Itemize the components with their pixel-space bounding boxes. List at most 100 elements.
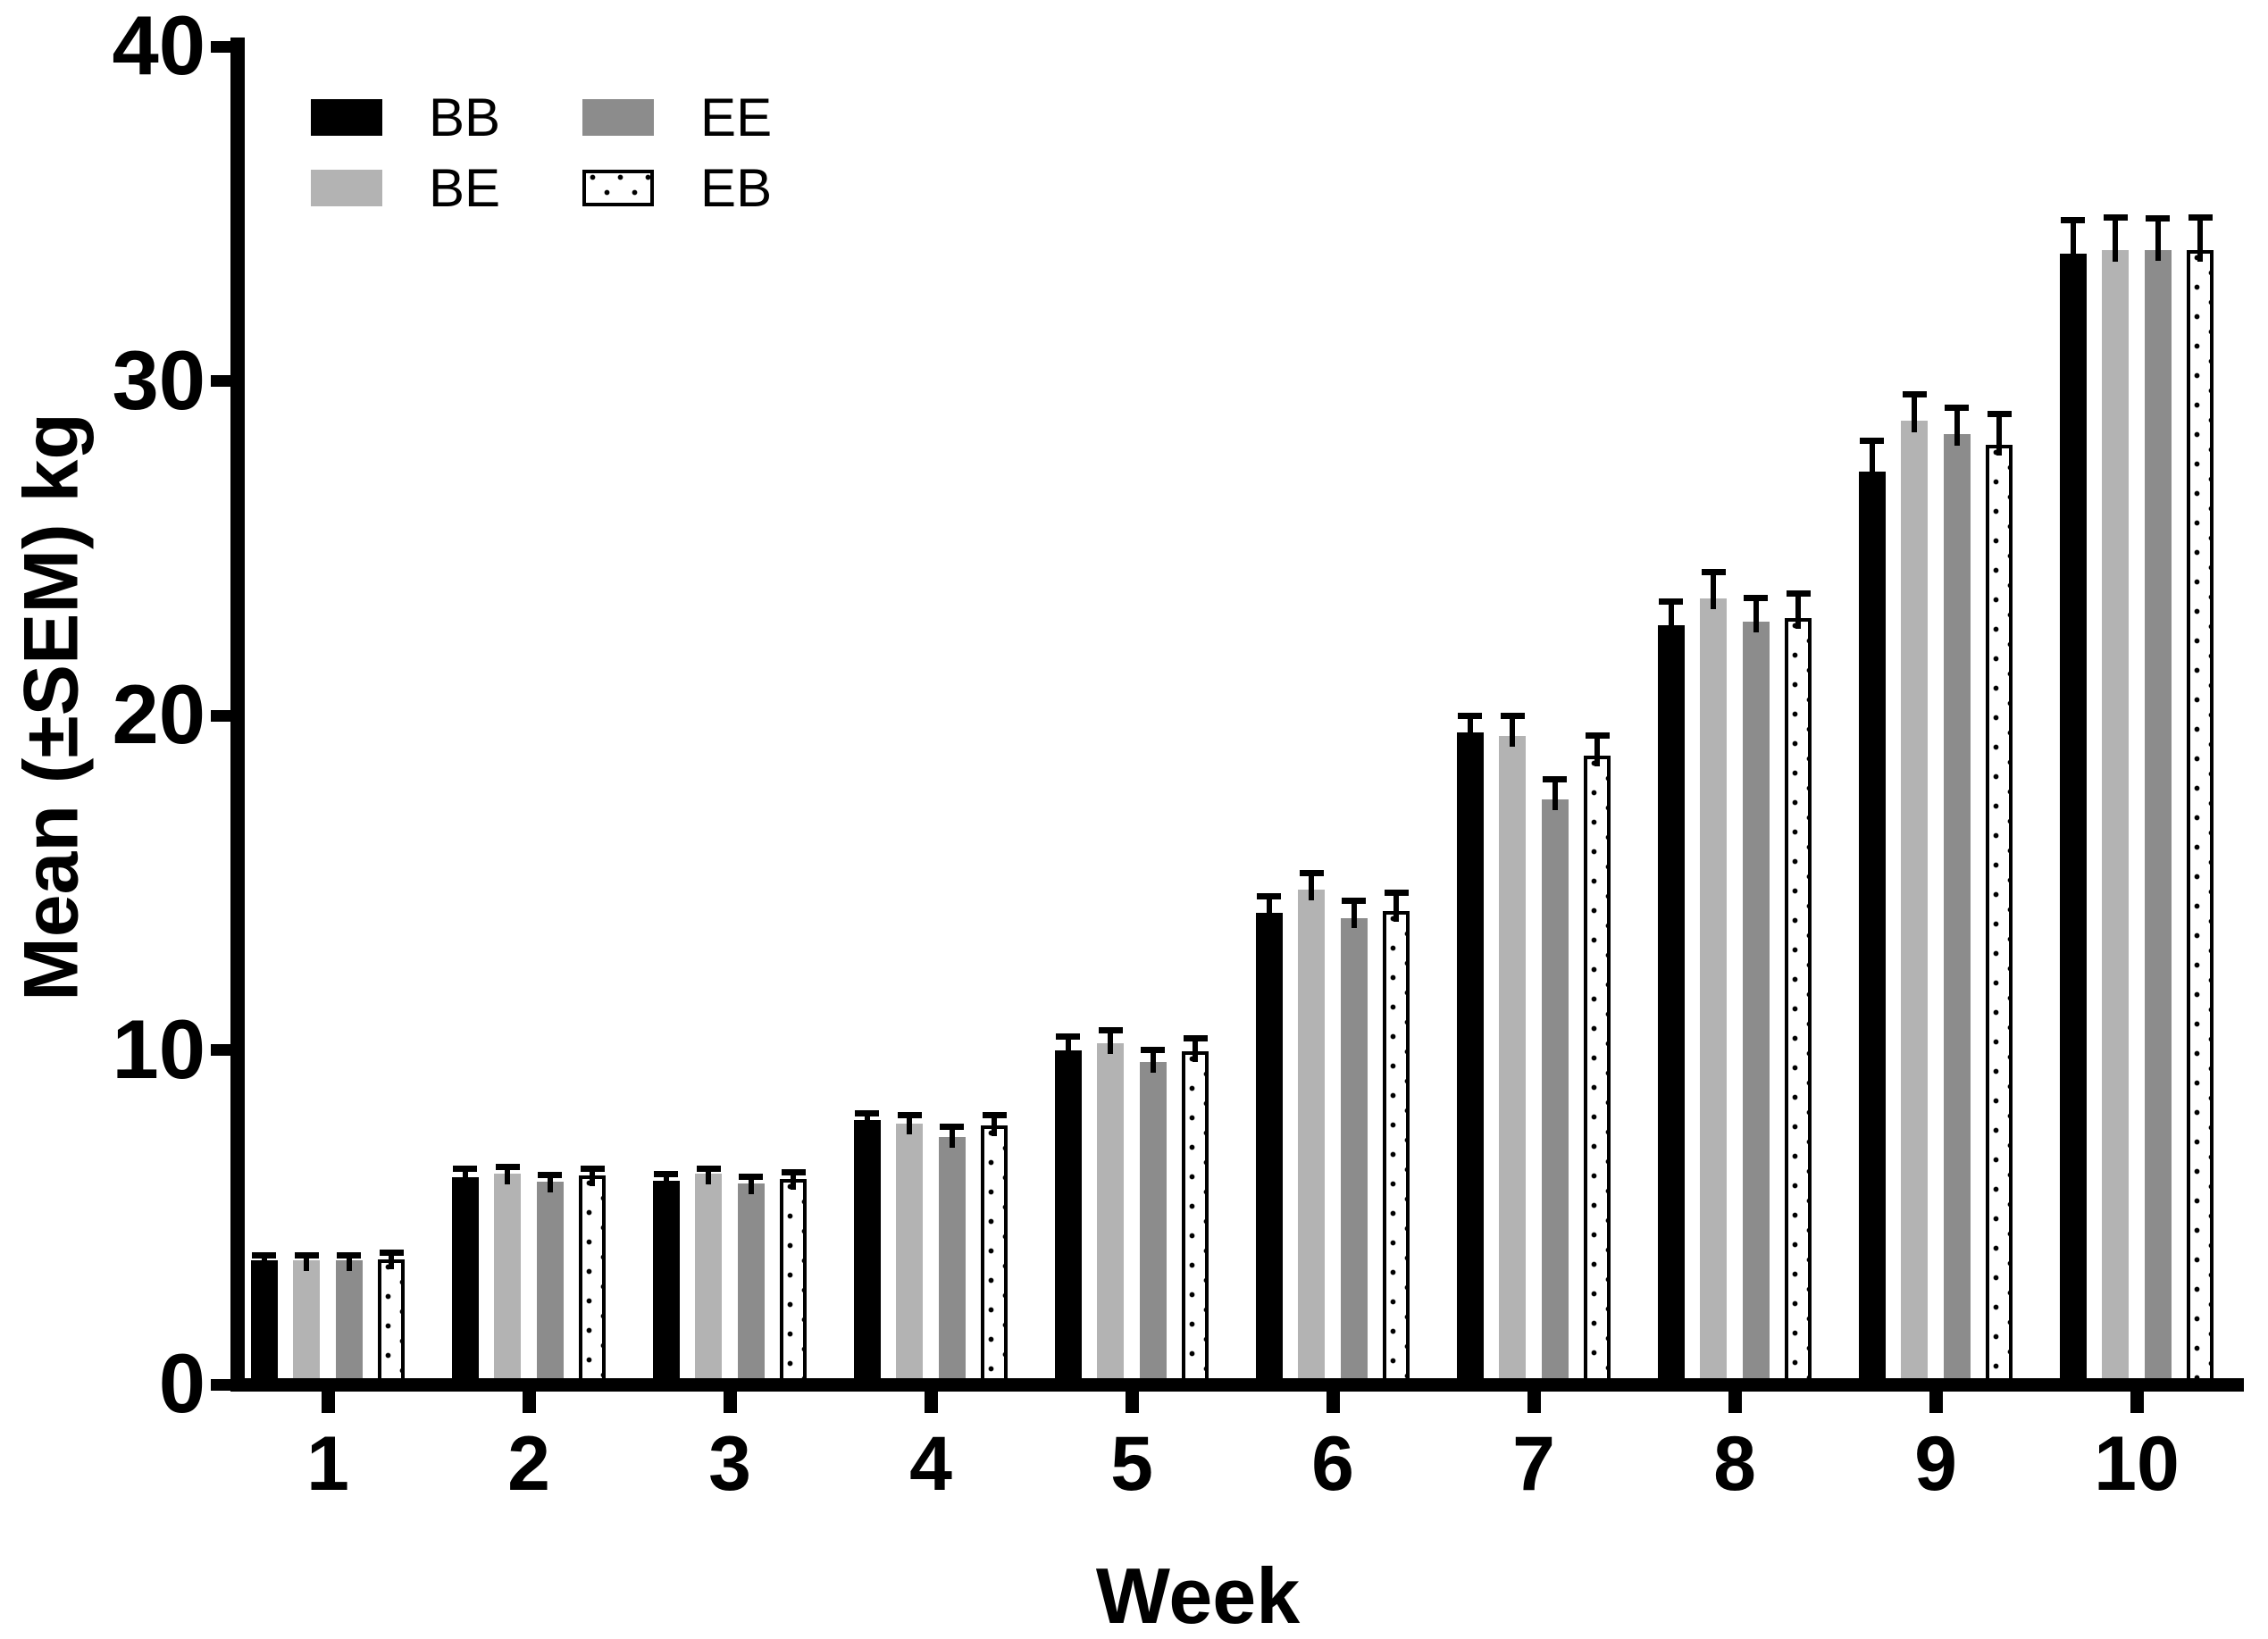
errorbar-cap-EE-week-5 [1141, 1047, 1166, 1053]
bar-EB-week-5 [1182, 1051, 1209, 1387]
bar-BE-week-8 [1700, 598, 1728, 1387]
y-tick-mark-30 [211, 375, 230, 387]
errorbar-line-EB-week-10 [2197, 217, 2204, 262]
legend-swatch-EE [582, 99, 655, 136]
legend-swatch-BE [311, 170, 382, 206]
errorbar-line-BB-week-4 [864, 1113, 870, 1132]
bar-EE-week-8 [1742, 622, 1770, 1387]
bar-EE-week-7 [1541, 799, 1569, 1387]
y-tick-label-10: 10 [112, 1001, 205, 1096]
bar-EE-week-10 [2144, 250, 2172, 1387]
errorbar-cap-EE-week-3 [739, 1174, 764, 1181]
errorbar-line-EB-week-2 [590, 1168, 596, 1186]
errorbar-cap-BB-week-9 [1860, 438, 1885, 445]
bar-BE-week-2 [494, 1174, 522, 1387]
errorbar-cap-BE-week-2 [495, 1164, 520, 1171]
errorbar-line-BE-week-7 [1510, 715, 1516, 747]
y-tick-mark-0 [211, 1378, 230, 1391]
errorbar-line-EE-week-7 [1552, 779, 1558, 810]
errorbar-cap-EB-week-5 [1183, 1034, 1208, 1041]
errorbar-line-BE-week-4 [907, 1115, 913, 1134]
errorbar-cap-EE-week-1 [337, 1252, 362, 1259]
errorbar-cap-BB-week-8 [1659, 598, 1684, 606]
bar-EE-week-4 [938, 1136, 966, 1387]
y-tick-mark-40 [211, 40, 230, 53]
x-tick-mark-3 [723, 1392, 737, 1413]
errorbar-line-BB-week-8 [1668, 601, 1674, 636]
y-tick-label-30: 30 [112, 332, 205, 427]
errorbar-cap-EE-week-10 [2146, 215, 2171, 222]
bar-BB-week-2 [451, 1176, 479, 1387]
bar-BB-week-5 [1054, 1049, 1082, 1387]
x-tick-mark-8 [1728, 1392, 1742, 1413]
legend-item-BE: BE [311, 162, 500, 215]
bar-EB-week-1 [378, 1259, 406, 1387]
x-axis-line [230, 1378, 2244, 1392]
bar-EB-week-10 [2187, 250, 2214, 1387]
y-tick-label-40: 40 [112, 0, 205, 92]
errorbar-cap-BB-week-6 [1257, 892, 1282, 899]
x-tick-mark-2 [522, 1392, 536, 1413]
legend-item-EE: EE [582, 88, 773, 147]
x-tick-label-1: 1 [306, 1421, 349, 1507]
x-tick-mark-1 [321, 1392, 335, 1413]
x-tick-mark-10 [2130, 1392, 2144, 1413]
errorbar-cap-EE-week-4 [940, 1124, 965, 1131]
errorbar-cap-EE-week-6 [1342, 898, 1367, 905]
errorbar-cap-BE-week-5 [1098, 1026, 1123, 1033]
errorbar-line-BB-week-3 [663, 1174, 669, 1192]
errorbar-cap-BB-week-10 [2061, 217, 2086, 224]
bar-EB-week-3 [780, 1178, 808, 1387]
x-tick-label-10: 10 [2094, 1421, 2180, 1507]
x-tick-label-2: 2 [507, 1421, 550, 1507]
errorbar-line-EE-week-5 [1150, 1049, 1156, 1073]
bar-BB-week-6 [1255, 913, 1283, 1387]
errorbar-line-EE-week-3 [748, 1176, 754, 1195]
bar-EB-week-6 [1383, 911, 1410, 1387]
errorbar-cap-BB-week-2 [453, 1165, 478, 1172]
errorbar-cap-BE-week-9 [1902, 391, 1927, 397]
errorbar-cap-EB-week-10 [2188, 213, 2213, 221]
errorbar-cap-EB-week-3 [781, 1168, 806, 1175]
y-tick-label-0: 0 [158, 1336, 205, 1430]
errorbar-cap-EB-week-6 [1384, 890, 1409, 896]
errorbar-line-EB-week-6 [1393, 892, 1400, 923]
errorbar-line-EE-week-6 [1351, 900, 1357, 929]
x-tick-mark-5 [1125, 1392, 1139, 1413]
errorbar-line-EE-week-1 [346, 1255, 352, 1272]
errorbar-line-BB-week-9 [1869, 440, 1875, 482]
bar-BE-week-3 [695, 1174, 723, 1387]
x-tick-mark-9 [1929, 1392, 1943, 1413]
bar-BE-week-4 [896, 1123, 924, 1387]
bar-EB-week-7 [1584, 755, 1611, 1387]
y-tick-mark-20 [211, 709, 230, 722]
errorbar-line-EB-week-1 [389, 1252, 395, 1270]
errorbar-line-EB-week-5 [1193, 1038, 1199, 1063]
x-tick-label-8: 8 [1713, 1421, 1756, 1507]
legend-label-EB: EB [700, 158, 773, 218]
bar-BE-week-6 [1298, 889, 1326, 1387]
y-tick-label-20: 20 [112, 667, 205, 761]
errorbar-cap-BE-week-1 [294, 1252, 319, 1259]
errorbar-cap-BB-week-5 [1056, 1033, 1081, 1040]
bar-EB-week-9 [1986, 444, 2013, 1387]
legend: BB EE BE EB [311, 88, 773, 218]
legend-swatch-EB [582, 170, 655, 206]
errorbar-line-BE-week-3 [706, 1168, 712, 1184]
x-tick-label-3: 3 [708, 1421, 751, 1507]
x-tick-mark-4 [924, 1392, 938, 1413]
errorbar-cap-EE-week-2 [538, 1172, 563, 1179]
legend-swatch-BB [311, 99, 382, 136]
errorbar-line-BE-week-9 [1912, 394, 1918, 432]
legend-label-EE: EE [700, 88, 773, 147]
errorbar-line-BB-week-2 [462, 1168, 468, 1188]
bar-BB-week-3 [652, 1180, 680, 1387]
errorbar-line-BE-week-2 [505, 1167, 511, 1185]
x-tick-mark-7 [1527, 1392, 1541, 1413]
errorbar-cap-EE-week-8 [1744, 595, 1769, 602]
errorbar-line-EE-week-4 [949, 1126, 955, 1148]
errorbar-line-BB-week-10 [2070, 220, 2076, 265]
errorbar-line-EB-week-8 [1795, 593, 1802, 630]
bar-BE-week-1 [293, 1260, 321, 1387]
